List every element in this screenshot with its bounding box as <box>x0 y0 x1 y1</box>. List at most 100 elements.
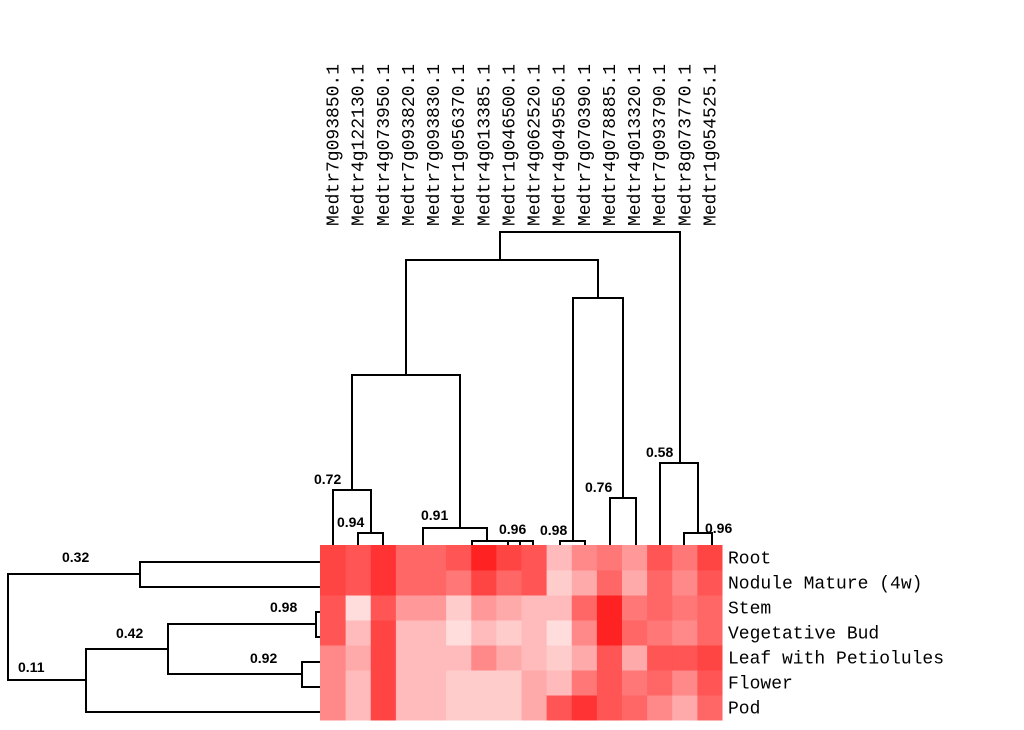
heatmap-cell <box>395 545 421 571</box>
column-label: Medtr7g093830.1 <box>425 64 445 226</box>
heatmap-cell <box>696 570 723 596</box>
column-label: Medtr4g049550.1 <box>551 64 571 226</box>
heatmap-cell <box>370 545 396 571</box>
heatmap-cell <box>320 670 346 696</box>
heatmap-cell <box>596 695 622 721</box>
heatmap-cell <box>696 595 723 621</box>
heatmap-cell <box>646 695 673 721</box>
heatmap-cell <box>345 570 371 596</box>
heatmap-cell <box>320 645 346 671</box>
heatmap-cell <box>470 545 497 571</box>
heatmap-cell <box>445 545 472 571</box>
heatmap-cell <box>370 595 396 621</box>
heatmap-cell <box>671 620 698 646</box>
heatmap-cell <box>445 570 472 596</box>
heatmap-cell <box>671 545 698 571</box>
column-label: Medtr8g073770.1 <box>676 64 696 226</box>
heatmap-cell <box>420 595 447 621</box>
row-label: Vegetative Bud <box>728 625 879 645</box>
heatmap-cell <box>621 620 648 646</box>
row-label: Nodule Mature (4w) <box>728 575 922 595</box>
heatmap-cell <box>320 620 346 646</box>
heatmap-cell <box>546 645 572 671</box>
heatmap-cell <box>495 645 522 671</box>
heatmap-cell <box>546 620 572 646</box>
heatmap-cell <box>546 670 572 696</box>
heatmap-cell <box>621 695 648 721</box>
heatmap-cell <box>596 545 622 571</box>
heatmap-cell <box>696 545 723 571</box>
heatmap-cell <box>420 545 447 571</box>
node-label: 0.91 <box>421 507 448 523</box>
heatmap-cell <box>370 570 396 596</box>
heatmap-cell <box>345 545 371 571</box>
heatmap-cell <box>646 570 673 596</box>
heatmap-cell <box>320 570 346 596</box>
heatmap-cell <box>345 645 371 671</box>
heatmap-cell <box>470 620 497 646</box>
heatmap-cell <box>495 620 522 646</box>
heatmap-cell <box>495 695 522 721</box>
column-label: Medtr4g013320.1 <box>626 64 646 226</box>
heatmap-cell <box>395 620 421 646</box>
column-label: Medtr7g093790.1 <box>651 64 671 226</box>
heatmap-cell <box>671 645 698 671</box>
heatmap-cell <box>521 570 547 596</box>
node-label: 0.98 <box>540 522 567 538</box>
heatmap-cell <box>571 695 597 721</box>
node-label: 0.72 <box>314 471 341 487</box>
heatmap-cell <box>621 570 648 596</box>
heatmap-cell <box>370 670 396 696</box>
column-label: Medtr1g054525.1 <box>701 64 721 226</box>
column-label: Medtr7g093820.1 <box>400 64 420 226</box>
row-dendrogram <box>7 561 320 713</box>
heatmap-cell <box>420 670 447 696</box>
node-label: 0.98 <box>270 599 297 615</box>
heatmap-cell <box>395 695 421 721</box>
heatmap-cell <box>546 595 572 621</box>
heatmap-cell <box>696 620 723 646</box>
heatmap-cell <box>395 595 421 621</box>
heatmap-cell <box>521 645 547 671</box>
heatmap-cell <box>571 670 597 696</box>
heatmap-cell <box>571 645 597 671</box>
heatmap-cell <box>345 595 371 621</box>
heatmap-cell <box>671 595 698 621</box>
column-label: Medtr4g073950.1 <box>375 64 395 226</box>
heatmap-cell <box>696 670 723 696</box>
heatmap-cell <box>596 620 622 646</box>
heatmap-cell <box>420 645 447 671</box>
column-dendrogram <box>332 231 713 545</box>
heatmap-cell <box>420 620 447 646</box>
heatmap-cell <box>370 695 396 721</box>
heatmap-cell <box>445 670 472 696</box>
heatmap-cell <box>696 695 723 721</box>
node-label: 0.58 <box>646 444 673 460</box>
heatmap-cell <box>521 695 547 721</box>
node-label: 0.94 <box>337 514 364 530</box>
heatmap-cell <box>470 645 497 671</box>
heatmap-cell <box>696 645 723 671</box>
heatmap-cell <box>370 645 396 671</box>
heatmap-cell <box>495 595 522 621</box>
heatmap-cell <box>596 570 622 596</box>
heatmap-cell <box>420 695 447 721</box>
heatmap-cell <box>345 670 371 696</box>
heatmap-cell <box>621 645 648 671</box>
column-label: Medtr4g013385.1 <box>475 64 495 226</box>
node-labels: 0.72 0.94 0.91 0.96 0.98 0.76 0.58 0.96 … <box>18 444 732 675</box>
heatmap-cell <box>420 570 447 596</box>
heatmap-cell <box>370 620 396 646</box>
heatmap-cell <box>571 545 597 571</box>
node-label: 0.96 <box>705 520 732 536</box>
heatmap-cell <box>671 695 698 721</box>
heatmap-cell <box>521 545 547 571</box>
node-label: 0.32 <box>62 549 89 565</box>
column-label: Medtr4g078885.1 <box>601 64 621 226</box>
heatmap-cell <box>646 595 673 621</box>
node-label: 0.42 <box>116 625 143 641</box>
heatmap-cell <box>345 620 371 646</box>
node-label: 0.76 <box>585 479 612 495</box>
column-label: Medtr1g046500.1 <box>500 64 520 226</box>
